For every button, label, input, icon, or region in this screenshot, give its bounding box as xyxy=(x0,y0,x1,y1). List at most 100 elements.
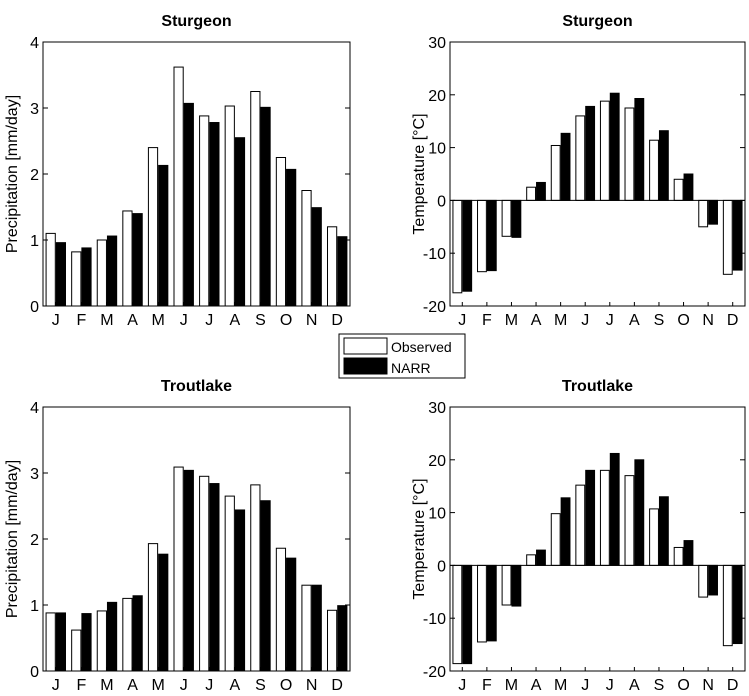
chart-troutlake-precip-xtick-label-12: D xyxy=(331,677,343,694)
chart-troutlake-temp-bar-observed-6 xyxy=(575,484,586,566)
chart-troutlake-precip-xtick-label-4: A xyxy=(127,677,138,694)
chart-sturgeon-precip-bar-observed-8 xyxy=(224,105,235,307)
chart-troutlake-temp-bar-narr-7 xyxy=(609,452,620,566)
legend-label-observed: Observed xyxy=(391,339,452,355)
chart-sturgeon-precip-xtick-label-3: M xyxy=(100,312,113,329)
chart-troutlake-temp-bar-narr-2 xyxy=(486,564,497,642)
chart-sturgeon-temp-bar-observed-5 xyxy=(550,144,561,201)
chart-sturgeon-temp-bar-observed-4 xyxy=(526,186,537,201)
chart-sturgeon-temp-bar-narr-8 xyxy=(634,98,645,201)
chart-sturgeon-temp-bar-narr-2 xyxy=(486,199,497,272)
chart-troutlake-temp-xtick-label-11: N xyxy=(702,677,714,694)
chart-sturgeon-precip-bar-narr-6 xyxy=(183,102,194,307)
chart-sturgeon-precip-bar-narr-4 xyxy=(132,213,143,307)
chart-troutlake-precip-bar-observed-4 xyxy=(122,597,133,672)
chart-sturgeon-temp-bar-observed-2 xyxy=(477,199,487,273)
chart-sturgeon-temp-xtick-label-12: D xyxy=(727,312,739,329)
chart-troutlake-temp-xtick-label-5: M xyxy=(554,677,567,694)
chart-sturgeon-temp-xtick-label-3: M xyxy=(505,312,518,329)
chart-troutlake-temp-ytick-label-4: 20 xyxy=(428,453,446,470)
chart-troutlake-precip-bar-observed-3 xyxy=(96,610,107,672)
chart-troutlake-temp-xtick-label-4: A xyxy=(531,677,542,694)
chart-sturgeon-precip-xtick-label-1: J xyxy=(52,312,60,329)
chart-sturgeon-precip-bar-narr-2 xyxy=(81,247,92,307)
chart-troutlake-precip-xtick-label-9: S xyxy=(255,677,266,694)
chart-troutlake-temp-bar-observed-11 xyxy=(698,564,709,598)
chart-sturgeon-precip-bar-observed-10 xyxy=(275,157,287,307)
chart-troutlake-precip-bar-narr-11 xyxy=(311,584,322,672)
chart-troutlake-temp-bar-observed-5 xyxy=(550,513,561,566)
chart-sturgeon-precip-xtick-label-2: F xyxy=(76,312,86,329)
chart-sturgeon-temp-xtick-label-2: F xyxy=(482,312,492,329)
chart-troutlake-precip-bar-narr-10 xyxy=(286,557,297,672)
chart-troutlake-precip-xtick-label-10: O xyxy=(280,677,292,694)
chart-troutlake-precip-bar-narr-8 xyxy=(234,509,246,672)
chart-troutlake-temp-xtick-label-8: A xyxy=(629,677,640,694)
chart-troutlake-temp-xtick-label-1: J xyxy=(458,677,466,694)
chart-troutlake-temp-xtick-label-7: J xyxy=(606,677,614,694)
chart-sturgeon-temp-bar-narr-9 xyxy=(658,130,669,201)
chart-troutlake-precip-bar-narr-1 xyxy=(55,612,67,672)
chart-sturgeon-temp-xtick-label-5: M xyxy=(554,312,567,329)
chart-sturgeon-temp-ytick-label-1: -10 xyxy=(423,246,446,263)
chart-troutlake-precip-title: Troutlake xyxy=(161,378,232,395)
chart-troutlake-precip-bar-observed-9 xyxy=(250,484,261,672)
chart-troutlake-precip-bar-narr-6 xyxy=(183,469,194,672)
legend: Observed NARR xyxy=(338,333,466,379)
chart-troutlake-precip-bar-observed-11 xyxy=(301,584,312,672)
chart-troutlake-temp-bar-observed-3 xyxy=(501,564,512,606)
chart-sturgeon-temp-ylabel: Temperature [°C] xyxy=(411,113,428,234)
chart-troutlake-temp-xtick-label-3: M xyxy=(505,677,518,694)
chart-troutlake-temp-bar-observed-9 xyxy=(649,508,659,566)
chart-sturgeon-precip-xtick-label-9: S xyxy=(255,312,266,329)
chart-sturgeon-precip-bar-observed-12 xyxy=(327,226,338,307)
chart-sturgeon-temp-ytick-label-4: 20 xyxy=(428,88,446,105)
chart-troutlake-precip-bar-narr-3 xyxy=(106,601,118,672)
chart-sturgeon-temp-title: Sturgeon xyxy=(562,13,632,30)
chart-sturgeon-temp-xtick-label-7: J xyxy=(606,312,614,329)
chart-sturgeon-precip-ytick-label-3: 3 xyxy=(30,101,39,118)
chart-sturgeon-temp-xtick-label-8: A xyxy=(629,312,640,329)
chart-sturgeon-temp-bar-narr-12 xyxy=(732,199,743,271)
chart-sturgeon-precip-xtick-label-12: D xyxy=(331,312,343,329)
chart-sturgeon-temp-bar-observed-7 xyxy=(599,100,610,201)
chart-sturgeon-precip-bar-narr-12 xyxy=(337,236,348,307)
chart-sturgeon-precip-xtick-label-11: N xyxy=(306,312,318,329)
chart-troutlake-precip-bar-narr-2 xyxy=(81,613,92,672)
chart-sturgeon-temp-ytick-label-3: 10 xyxy=(428,141,446,158)
chart-troutlake-temp-bar-observed-8 xyxy=(624,475,635,566)
chart-troutlake-precip-xtick-label-3: M xyxy=(100,677,113,694)
chart-troutlake-temp-ylabel: Temperature [°C] xyxy=(411,478,428,599)
chart-sturgeon-precip-xtick-label-5: M xyxy=(151,312,164,329)
legend-swatch-narr xyxy=(343,357,388,375)
chart-sturgeon-temp-bar-narr-10 xyxy=(683,173,694,201)
chart-troutlake-temp-title: Troutlake xyxy=(562,378,633,395)
chart-sturgeon-precip-xtick-label-8: A xyxy=(230,312,241,329)
chart-troutlake-precip-bar-narr-9 xyxy=(260,500,271,672)
chart-troutlake-precip-bar-observed-12 xyxy=(327,609,338,672)
chart-troutlake-precip-xtick-label-11: N xyxy=(306,677,318,694)
chart-troutlake-temp-bar-narr-10 xyxy=(683,540,694,566)
chart-sturgeon-precip-xtick-label-6: J xyxy=(180,312,188,329)
chart-sturgeon-precip-bar-observed-11 xyxy=(301,190,312,307)
chart-troutlake-temp-xtick-label-12: D xyxy=(727,677,739,694)
chart-troutlake-temp-xtick-label-2: F xyxy=(482,677,492,694)
chart-troutlake-precip-ytick-label-0: 0 xyxy=(30,664,39,681)
chart-troutlake-temp-bar-narr-1 xyxy=(462,564,473,665)
chart-troutlake-temp-bar-narr-9 xyxy=(658,496,669,566)
chart-sturgeon-temp-bar-narr-7 xyxy=(609,92,620,201)
chart-troutlake-temp-bar-observed-7 xyxy=(599,469,610,566)
chart-troutlake-precip-xtick-label-6: J xyxy=(180,677,188,694)
chart-sturgeon-precip-bar-narr-10 xyxy=(286,168,297,307)
chart-troutlake-precip-ytick-label-1: 1 xyxy=(30,598,39,615)
chart-troutlake-temp-xtick-label-9: S xyxy=(654,677,665,694)
chart-troutlake-precip-ylabel: Precipitation [mm/day] xyxy=(4,460,21,618)
chart-troutlake-precip-bar-observed-8 xyxy=(224,495,235,672)
chart-sturgeon-precip-ytick-label-1: 1 xyxy=(30,233,39,250)
chart-troutlake-temp-bar-observed-12 xyxy=(722,564,733,647)
legend-label-narr: NARR xyxy=(391,360,431,376)
chart-sturgeon-precip-ytick-label-4: 4 xyxy=(30,35,39,52)
chart-troutlake-precip-xtick-label-8: A xyxy=(230,677,241,694)
chart-sturgeon-precip-bar-narr-3 xyxy=(106,235,118,307)
